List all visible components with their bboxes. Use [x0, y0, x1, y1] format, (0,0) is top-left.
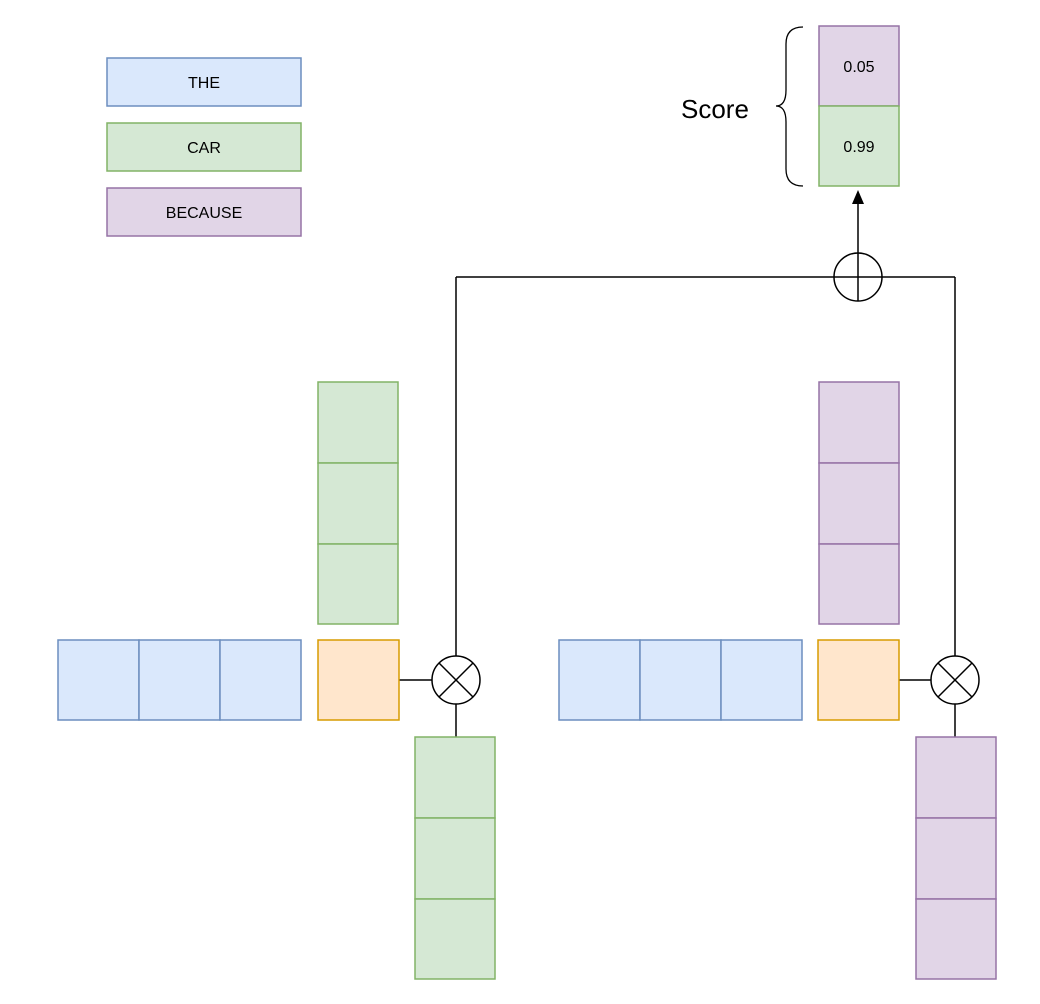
right-key-cell: [818, 381, 900, 464]
legend-swatch-the: [106, 57, 302, 107]
left-embedding-vector: [57, 639, 302, 721]
left-multiply-operator: [431, 655, 481, 705]
right-key-vector: [818, 381, 900, 625]
left-key-cell: [317, 381, 399, 464]
legend: THE CAR BECAUSE: [106, 57, 302, 237]
score-value-top: 0.05: [843, 59, 874, 76]
legend-swatch-car: [106, 122, 302, 172]
score-label: Score: [681, 94, 749, 124]
left-value-cell: [414, 898, 496, 980]
score-value-bottom: 0.99: [843, 139, 874, 156]
legend-swatch-because: [106, 187, 302, 237]
left-attention-block: [57, 381, 496, 980]
left-value-vector: [414, 736, 496, 980]
right-embedding-cell: [720, 639, 803, 721]
score-cell-top: [818, 25, 900, 107]
right-embedding-vector: [558, 639, 803, 721]
right-key-cell: [818, 543, 900, 625]
right-embedding-cell: [558, 639, 641, 721]
right-embedding-cell: [639, 639, 722, 721]
left-value-cell: [414, 736, 496, 819]
right-value-cell: [915, 736, 997, 819]
right-value-cell: [915, 898, 997, 980]
legend-item-the: THE: [106, 57, 302, 107]
legend-label-the: THE: [188, 75, 220, 92]
left-value-cell: [414, 817, 496, 900]
left-key-vector: [317, 381, 399, 625]
legend-item-because: BECAUSE: [106, 187, 302, 237]
output-arrowhead: [852, 190, 864, 204]
right-value-cell: [915, 817, 997, 900]
right-multiply-operator: [930, 655, 980, 705]
left-key-cell: [317, 543, 399, 625]
score-output: 0.05 0.99 Score: [681, 25, 900, 187]
left-key-cell: [317, 462, 399, 545]
left-multiply-cross-b: [438, 662, 474, 698]
legend-item-car: CAR: [106, 122, 302, 172]
left-embedding-cell: [219, 639, 302, 721]
score-cell-bottom: [818, 105, 900, 187]
connections: [399, 190, 956, 737]
right-attention-block: [558, 381, 997, 980]
add-operator: [833, 252, 883, 302]
right-multiply-cross-b: [937, 662, 973, 698]
legend-label-car: CAR: [187, 140, 221, 157]
right-query-cell: [817, 639, 900, 721]
left-embedding-cell: [57, 639, 140, 721]
right-value-vector: [915, 736, 997, 980]
left-embedding-cell: [138, 639, 221, 721]
score-brace: [775, 26, 804, 187]
legend-label-because: BECAUSE: [166, 205, 242, 222]
right-key-cell: [818, 462, 900, 545]
left-query-cell: [317, 639, 400, 721]
